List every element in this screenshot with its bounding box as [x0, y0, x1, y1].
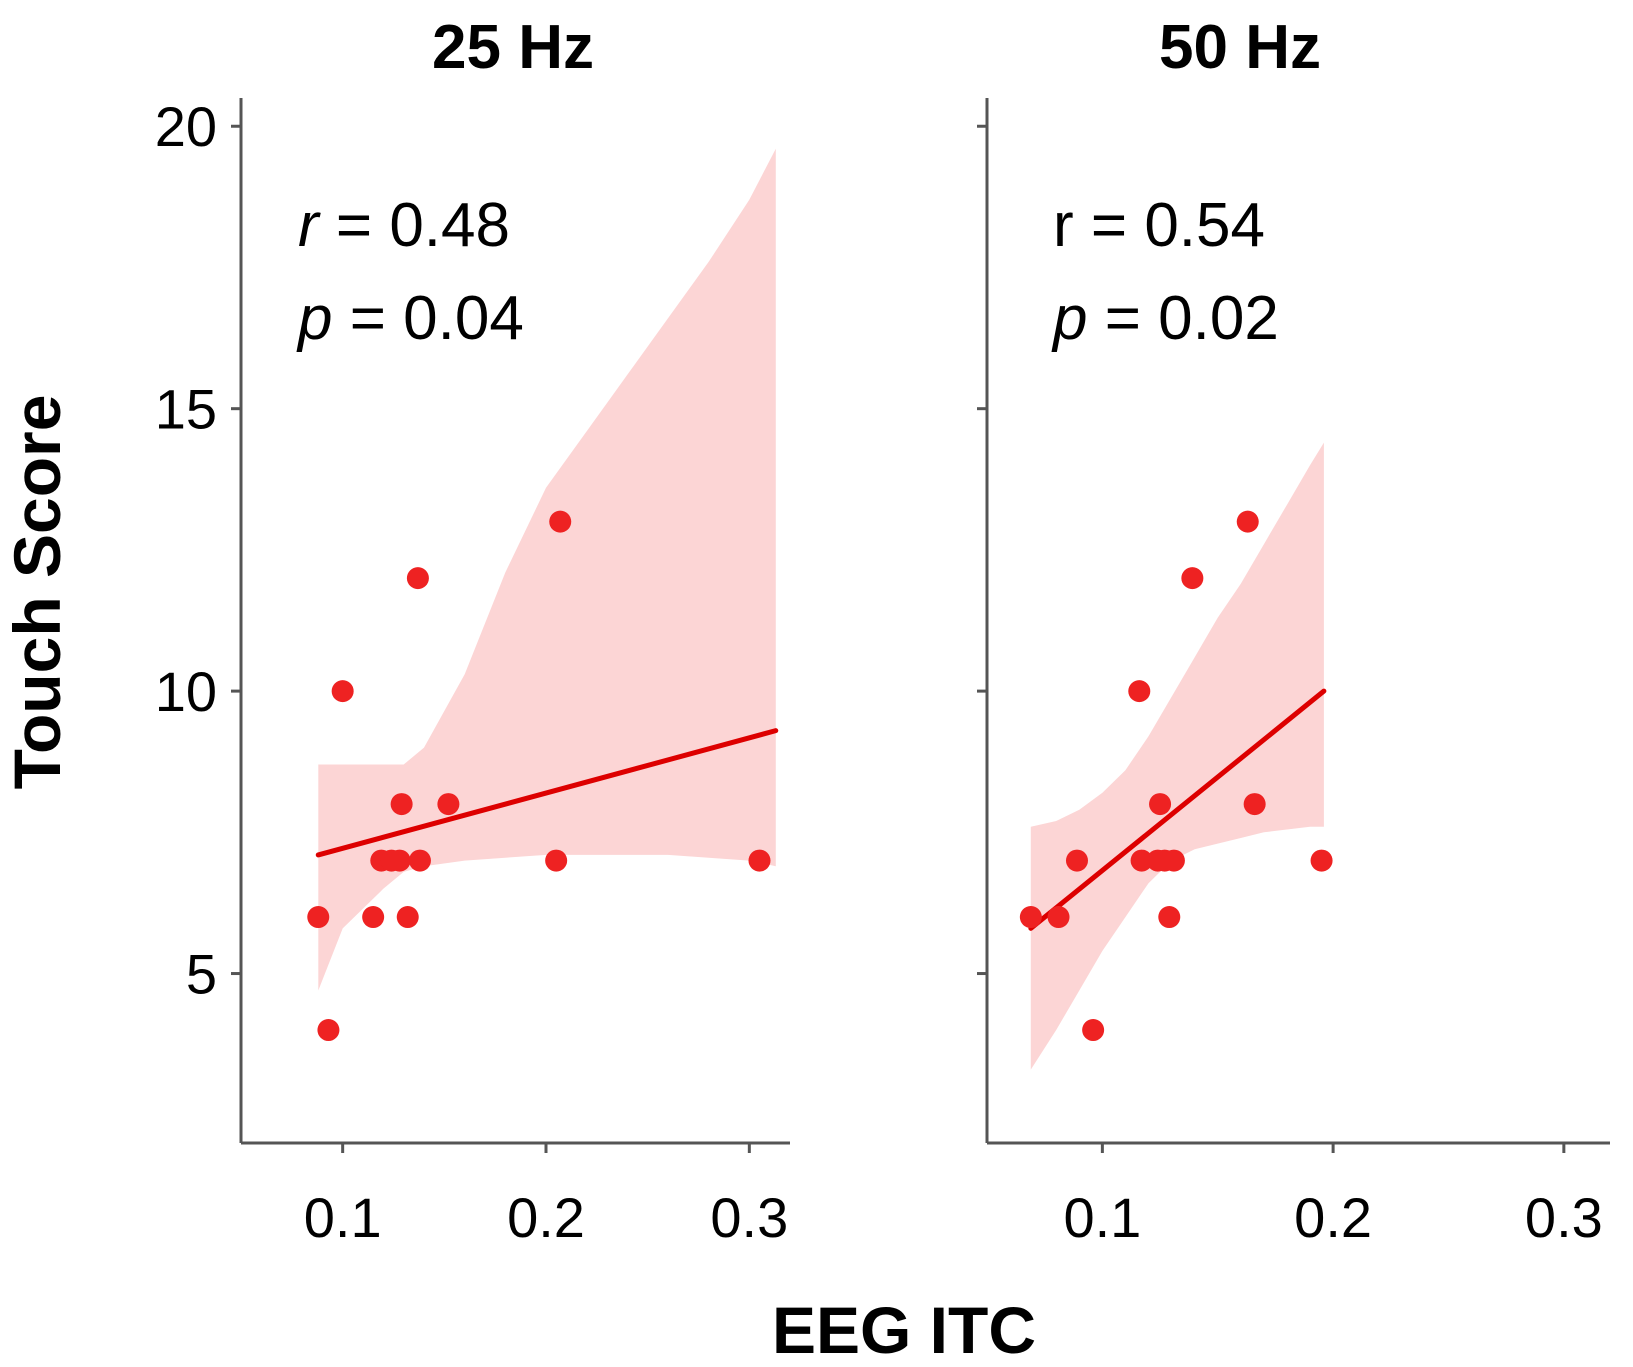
panel-title: 25 Hz: [432, 13, 594, 82]
confidence-band: [1030, 442, 1324, 1070]
data-point: [396, 906, 419, 929]
y-tick-label: 15: [155, 378, 217, 441]
p-symbol: p: [1051, 284, 1087, 353]
x-tick-label: 0.3: [1525, 1186, 1603, 1249]
data-point: [1162, 849, 1185, 872]
r-statistic: r = 0.54: [1053, 191, 1265, 260]
panel-title: 50 Hz: [1159, 13, 1321, 82]
confidence-band: [318, 148, 776, 991]
data-point: [390, 793, 413, 816]
x-tick-label: 0.1: [1063, 1186, 1141, 1249]
x-axis-label: EEG ITC: [772, 1293, 1036, 1367]
data-point: [1082, 1019, 1105, 1042]
r-value: = 0.54: [1074, 191, 1265, 260]
r-value: = 0.48: [319, 191, 510, 260]
data-point: [1019, 906, 1042, 929]
data-point: [317, 1019, 340, 1042]
data-point: [408, 849, 431, 872]
panel-25hz: 25 Hz 5 10 15 20 0.1 0.2 0.3 r = 0.48 p = 0.04: [155, 13, 790, 1249]
data-point: [1065, 849, 1088, 872]
data-point: [1236, 510, 1259, 533]
x-tick-label: 0.2: [1294, 1186, 1372, 1249]
data-point: [1310, 849, 1333, 872]
data-point: [1243, 793, 1266, 816]
regression-line: [315, 728, 779, 858]
p-symbol: p: [296, 284, 332, 353]
data-point: [362, 906, 385, 929]
data-point: [307, 906, 330, 929]
x-tick-label: 0.3: [710, 1186, 788, 1249]
p-value: = 0.02: [1087, 284, 1278, 353]
data-point: [1128, 680, 1151, 703]
data-point: [1047, 906, 1070, 929]
p-statistic: p = 0.04: [296, 284, 524, 353]
data-point: [545, 849, 568, 872]
r-symbol: r: [1053, 191, 1074, 260]
y-axis-label: Touch Score: [0, 395, 74, 790]
data-point: [1130, 849, 1153, 872]
r-statistic: r = 0.48: [298, 191, 510, 260]
panel-50hz: 50 Hz 0.1 0.2 0.3 r = 0.54 p = 0.02: [977, 13, 1610, 1249]
data-point: [549, 510, 572, 533]
p-statistic: p = 0.02: [1051, 284, 1279, 353]
y-tick-label: 5: [186, 943, 217, 1006]
p-value: = 0.04: [332, 284, 523, 353]
x-tick-label: 0.2: [507, 1186, 585, 1249]
data-point: [388, 849, 411, 872]
data-point: [1181, 567, 1204, 590]
x-tick-label: 0.1: [304, 1186, 382, 1249]
data-point: [406, 567, 429, 590]
data-point: [1149, 793, 1172, 816]
regression-line: [1028, 688, 1327, 931]
data-point: [748, 849, 771, 872]
y-tick-label: 10: [155, 660, 217, 723]
y-tick-label: 20: [155, 95, 217, 158]
data-point: [1158, 906, 1181, 929]
data-point: [437, 793, 460, 816]
data-point: [331, 680, 354, 703]
r-symbol: r: [298, 191, 321, 260]
